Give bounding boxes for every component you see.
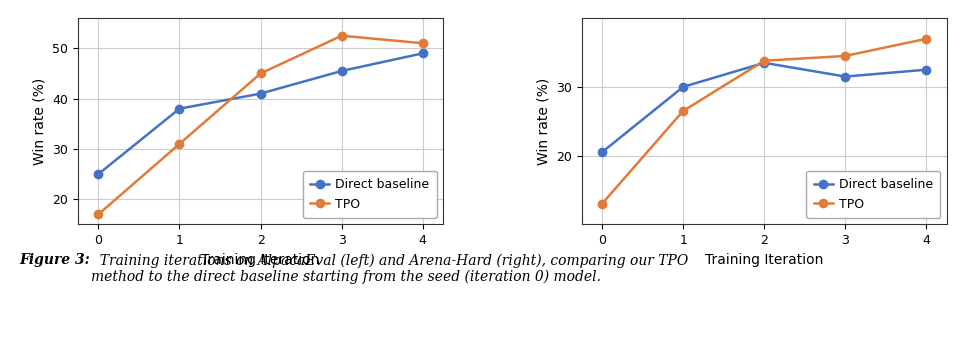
Direct baseline	[596, 150, 608, 154]
Text: Training iterations on AlpacaEval (left) and Arena-Hard (right), comparing our T: Training iterations on AlpacaEval (left)…	[91, 253, 688, 285]
TPO	[417, 41, 428, 46]
Direct baseline	[174, 106, 185, 111]
Line: Direct baseline: Direct baseline	[95, 49, 427, 178]
X-axis label: Training Iteration: Training Iteration	[705, 253, 824, 267]
TPO	[596, 202, 608, 206]
Line: Direct baseline: Direct baseline	[598, 59, 930, 156]
TPO	[839, 54, 851, 58]
Y-axis label: Win rate (%): Win rate (%)	[33, 77, 47, 165]
Direct baseline	[758, 61, 770, 65]
Y-axis label: Win rate (%): Win rate (%)	[537, 77, 550, 165]
Direct baseline	[920, 67, 932, 72]
Direct baseline	[417, 51, 428, 55]
Direct baseline	[336, 69, 347, 73]
Legend: Direct baseline, TPO: Direct baseline, TPO	[806, 171, 941, 218]
Text: Figure 3:: Figure 3:	[20, 253, 90, 268]
Direct baseline	[255, 92, 266, 96]
Line: TPO: TPO	[598, 34, 930, 208]
TPO	[677, 109, 689, 113]
TPO	[920, 37, 932, 41]
Direct baseline	[93, 172, 104, 176]
TPO	[336, 34, 347, 38]
TPO	[255, 71, 266, 76]
Line: TPO: TPO	[95, 31, 427, 219]
Direct baseline	[839, 75, 851, 79]
Direct baseline	[677, 85, 689, 89]
Legend: Direct baseline, TPO: Direct baseline, TPO	[303, 171, 437, 218]
TPO	[174, 142, 185, 146]
X-axis label: Training Iteration: Training Iteration	[201, 253, 320, 267]
TPO	[93, 212, 104, 216]
TPO	[758, 59, 770, 63]
